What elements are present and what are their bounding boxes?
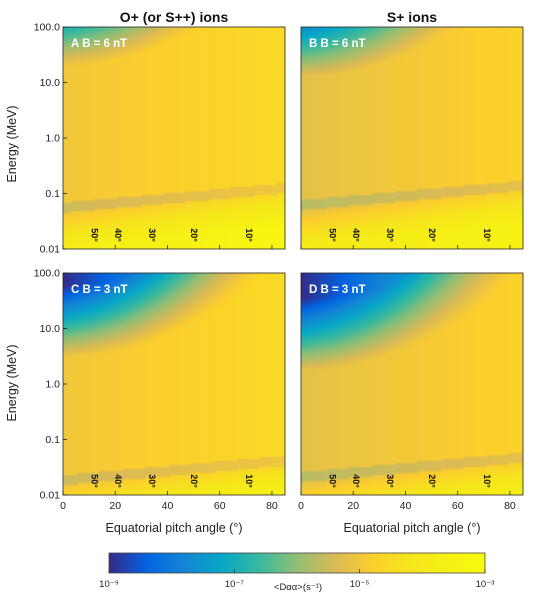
panel-label-C: C B = 3 nT: [71, 284, 128, 296]
panel-label-A: A B = 6 nT: [71, 38, 127, 50]
latitude-label: 50°: [90, 474, 100, 488]
latitude-label: 10°: [244, 228, 254, 242]
latitude-label: 40°: [351, 228, 361, 242]
latitude-label: 40°: [351, 474, 361, 488]
x-tick-label: 0: [60, 500, 66, 512]
x-tick-label: 40: [162, 500, 174, 512]
panel-frame-D: [300, 272, 524, 496]
colorbar-label: <Dαα>(s⁻¹): [274, 582, 322, 593]
y-axis-label-top: Energy (MeV): [5, 105, 19, 182]
latitude-label: 10°: [482, 228, 492, 242]
x-tick-label: 60: [452, 500, 464, 512]
panels: A B = 6 nT 0.01 0.1 1.0 10.0 100.0 50° 40° 30° 20…: [34, 22, 524, 512]
y-axis-label-bottom: Energy (MeV): [5, 344, 19, 421]
latitude-label: 40°: [113, 474, 123, 488]
x-axis-label-left: Equatorial pitch angle (°): [105, 521, 242, 535]
colorbar-ticks: 10⁻⁹ 10⁻⁷ 10⁻⁵ 10⁻³: [99, 569, 494, 590]
column-title-left: O+ (or S++) ions: [120, 9, 229, 25]
x-tick-label: 80: [266, 500, 278, 512]
latitude-label: 20°: [189, 228, 199, 242]
heatmap-panel-C: [63, 273, 285, 495]
y-tick-label: 1.0: [45, 133, 60, 145]
y-tick-label: 0.1: [45, 434, 60, 446]
y-tick-label: 1.0: [45, 379, 60, 391]
latitude-label: 30°: [147, 474, 157, 488]
y-tick-label: 10.0: [40, 323, 61, 335]
y-tick-label: 100.0: [34, 268, 60, 280]
latitude-label: 10°: [244, 474, 254, 488]
latitude-label: 20°: [427, 474, 437, 488]
latitude-label: 20°: [427, 228, 437, 242]
x-tick-label: 40: [400, 500, 412, 512]
heatmap-panel-A: [63, 27, 285, 249]
latitude-label: 50°: [328, 474, 338, 488]
latitude-label: 30°: [147, 228, 157, 242]
x-tick-label: 60: [214, 500, 226, 512]
colorbar-tick-label: 10⁻⁹: [99, 579, 119, 590]
latitude-label: 30°: [385, 228, 395, 242]
colorbar-tick-label: 10⁻⁷: [225, 579, 245, 590]
y-tick-label: 0.01: [40, 244, 61, 256]
colorbar-tick-label: 10⁻⁵: [350, 579, 370, 590]
x-tick-label: 0: [298, 500, 304, 512]
heatmap-panel-D: [301, 273, 523, 495]
x-tick-label: 20: [109, 500, 121, 512]
x-tick-label: 80: [504, 500, 516, 512]
latitude-label: 50°: [328, 228, 338, 242]
latitude-label: 50°: [90, 228, 100, 242]
y-tick-label: 0.01: [40, 490, 61, 502]
y-tick-label: 0.1: [45, 188, 60, 200]
colorbar: [108, 552, 486, 574]
x-tick-label: 20: [347, 500, 359, 512]
y-tick-label: 10.0: [40, 77, 61, 89]
heatmap-panel-B: [301, 27, 523, 249]
column-title-right: S+ ions: [387, 9, 437, 25]
panel-frame-B: [300, 26, 524, 250]
panel-label-B: B B = 6 nT: [309, 38, 366, 50]
panel-label-D: D B = 3 nT: [309, 284, 366, 296]
latitude-label: 30°: [385, 474, 395, 488]
latitude-label: 10°: [482, 474, 492, 488]
latitude-label: 40°: [113, 228, 123, 242]
x-axis-label-right: Equatorial pitch angle (°): [343, 521, 480, 535]
y-tick-label: 100.0: [34, 22, 60, 34]
colorbar-tick-label: 10⁻³: [476, 579, 495, 590]
latitude-label: 20°: [189, 474, 199, 488]
